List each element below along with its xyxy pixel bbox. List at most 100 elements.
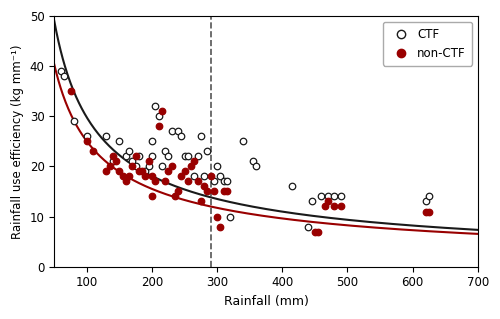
Point	[144, 159, 152, 164]
Point	[194, 154, 202, 159]
Point	[194, 179, 202, 184]
Point	[330, 204, 338, 209]
Point	[168, 164, 175, 169]
Point	[148, 174, 156, 179]
Point	[210, 189, 218, 194]
Point	[200, 184, 208, 189]
Point	[135, 154, 143, 159]
Point	[168, 129, 175, 134]
Point	[252, 164, 260, 169]
Point	[337, 204, 345, 209]
Point	[210, 179, 218, 184]
Point	[152, 179, 160, 184]
Point	[213, 214, 221, 219]
Point	[154, 124, 162, 129]
Point	[132, 154, 140, 159]
Point	[337, 194, 345, 199]
Point	[184, 179, 192, 184]
Point	[102, 169, 110, 174]
Point	[184, 154, 192, 159]
Point	[116, 169, 124, 174]
Point	[125, 174, 133, 179]
Point	[83, 134, 91, 139]
Point	[161, 179, 169, 184]
Point	[197, 199, 205, 204]
Point	[216, 224, 224, 229]
Point	[116, 139, 124, 144]
Point	[190, 174, 198, 179]
Point	[314, 229, 322, 234]
Point	[109, 154, 117, 159]
Point	[318, 194, 326, 199]
Point	[171, 194, 179, 199]
Point	[288, 184, 296, 189]
Point	[83, 139, 91, 144]
Point	[148, 139, 156, 144]
Point	[142, 169, 150, 174]
Point	[122, 179, 130, 184]
Point	[223, 189, 231, 194]
Point	[324, 199, 332, 204]
Point	[148, 154, 156, 159]
Point	[152, 104, 160, 109]
Point	[187, 164, 195, 169]
Point	[90, 149, 98, 154]
Point	[239, 139, 247, 144]
Point	[320, 204, 328, 209]
Point	[60, 74, 68, 79]
Legend: CTF, non-CTF: CTF, non-CTF	[383, 22, 472, 66]
Point	[304, 224, 312, 229]
X-axis label: Rainfall (mm): Rainfall (mm)	[224, 295, 308, 308]
Point	[148, 194, 156, 199]
Point	[204, 189, 212, 194]
Point	[135, 169, 143, 174]
Point	[125, 149, 133, 154]
Point	[144, 164, 152, 169]
Point	[164, 154, 172, 159]
Point	[174, 189, 182, 194]
Point	[138, 169, 146, 174]
Point	[213, 164, 221, 169]
Point	[330, 194, 338, 199]
Point	[197, 134, 205, 139]
Point	[66, 89, 74, 94]
Point	[109, 159, 117, 164]
Point	[158, 109, 166, 114]
Point	[180, 169, 188, 174]
Point	[204, 149, 212, 154]
Point	[142, 174, 150, 179]
Point	[220, 179, 228, 184]
Point	[164, 169, 172, 174]
Point	[132, 164, 140, 169]
Point	[178, 174, 186, 179]
Point	[106, 164, 114, 169]
Point	[118, 174, 126, 179]
Point	[422, 199, 430, 204]
Point	[178, 134, 186, 139]
Point	[324, 194, 332, 199]
Point	[311, 229, 319, 234]
Point	[226, 214, 234, 219]
Point	[206, 174, 214, 179]
Point	[308, 199, 316, 204]
Point	[249, 159, 257, 164]
Point	[422, 209, 430, 214]
Point	[180, 154, 188, 159]
Point	[158, 164, 166, 169]
Point	[220, 189, 228, 194]
Point	[112, 159, 120, 164]
Point	[190, 159, 198, 164]
Point	[154, 114, 162, 119]
Point	[57, 69, 65, 74]
Point	[122, 154, 130, 159]
Y-axis label: Rainfall use efficiency (kg mm⁻¹): Rainfall use efficiency (kg mm⁻¹)	[11, 44, 24, 239]
Point	[128, 164, 136, 169]
Point	[425, 194, 433, 199]
Point	[425, 209, 433, 214]
Point	[128, 159, 136, 164]
Point	[102, 134, 110, 139]
Point	[216, 174, 224, 179]
Point	[161, 149, 169, 154]
Point	[174, 129, 182, 134]
Point	[70, 119, 78, 124]
